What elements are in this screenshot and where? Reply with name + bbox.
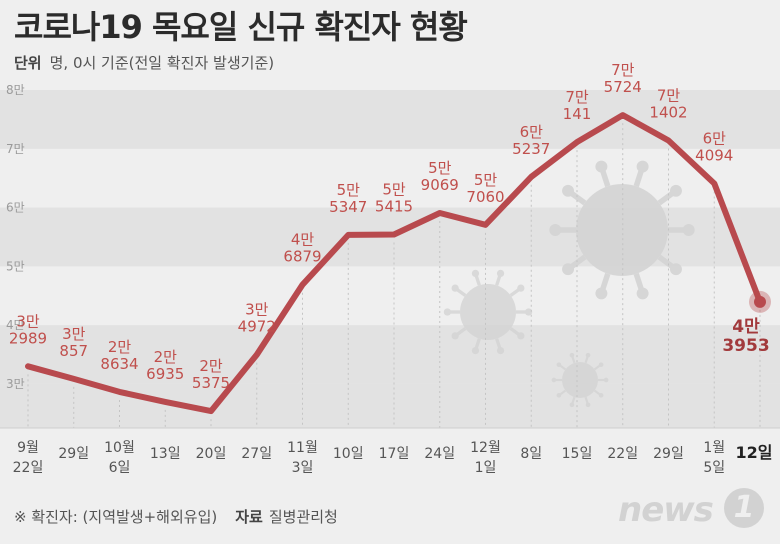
x-tick-label: 10월 6일: [104, 440, 135, 476]
data-label: 5만 5415: [375, 181, 413, 216]
data-label: 3만 857: [59, 325, 88, 360]
data-label: 3만 2989: [9, 312, 47, 347]
data-label: 5만 9069: [421, 159, 459, 194]
data-label: 7만 1402: [649, 87, 687, 122]
x-tick-label: 27일: [241, 446, 272, 462]
x-tick-label: 13일: [150, 446, 181, 462]
chart-title: 코로나19 목요일 신규 확진자 현황: [14, 8, 468, 46]
news1-logo: news 1: [618, 486, 768, 534]
unit-text: 명, 0시 기준(전일 확진자 발생기준): [49, 54, 275, 72]
x-tick-label: 15일: [562, 446, 593, 462]
data-label: 2만 6935: [146, 348, 184, 383]
x-tick-label: 22일: [607, 446, 638, 462]
x-tick-label: 29일: [653, 446, 684, 462]
y-tick-label: 5만: [6, 259, 25, 273]
x-tick-label: 11월 3일: [287, 440, 318, 476]
data-label: 7만 5724: [604, 61, 642, 96]
logo-word: news: [618, 490, 714, 530]
x-tick-label: 1월 5일: [703, 440, 725, 476]
virus-icon: [549, 160, 695, 300]
data-point: [754, 295, 766, 308]
unit-note: 단위 명, 0시 기준(전일 확진자 발생기준): [14, 52, 274, 73]
x-tick-label: 17일: [379, 446, 410, 462]
logo-mark: 1: [724, 488, 764, 528]
x-tick-label: 20일: [196, 446, 227, 462]
data-label: 6만 4094: [695, 129, 733, 164]
footer-note: ※ 확진자: (지역발생+해외유입) 자료 질병관리청: [14, 506, 338, 527]
x-tick-label: 12월 1일: [470, 440, 501, 476]
source-key: 자료: [235, 508, 263, 526]
data-label: 5만 5347: [329, 181, 367, 216]
footnote: ※ 확진자: (지역발생+해외유입): [14, 508, 218, 526]
y-tick-label: 6만: [6, 201, 25, 215]
unit-key: 단위: [14, 54, 42, 72]
virus-icon: [551, 352, 609, 408]
data-label: 6만 5237: [512, 123, 550, 158]
y-tick-label: 3만: [6, 377, 25, 391]
series-line: [25, 112, 763, 415]
line-chart: 3만 4만 5만 6만 7만 8만 3만 2989 3만 857 2만 8634 2만 6935 2만 537…: [0, 61, 780, 476]
data-label: 7만 141: [563, 88, 592, 123]
x-tick-label: 24일: [424, 446, 455, 462]
x-tick-label: 29일: [58, 446, 89, 462]
data-label: 4만 3953: [722, 317, 769, 356]
x-tick-label: 8일: [520, 446, 542, 462]
virus-icon: [443, 269, 533, 355]
y-tick-label: 4만: [6, 318, 25, 332]
y-tick-label: 7만: [6, 142, 25, 156]
grid-band: [0, 90, 780, 149]
data-label: 4만 6879: [283, 231, 321, 266]
source-text: 질병관리청: [268, 508, 338, 526]
x-tick-label: 12일: [736, 443, 773, 462]
x-tick-label: 10일: [333, 446, 364, 462]
y-tick-label: 8만: [6, 83, 25, 97]
data-label: 3만 4972: [238, 301, 276, 336]
data-label: 2만 5375: [192, 357, 230, 392]
data-label: 5만 7060: [466, 171, 504, 206]
data-label: 2만 8634: [100, 338, 138, 373]
grid-band: [0, 325, 780, 384]
x-tick-label: 9월 22일: [13, 440, 44, 476]
